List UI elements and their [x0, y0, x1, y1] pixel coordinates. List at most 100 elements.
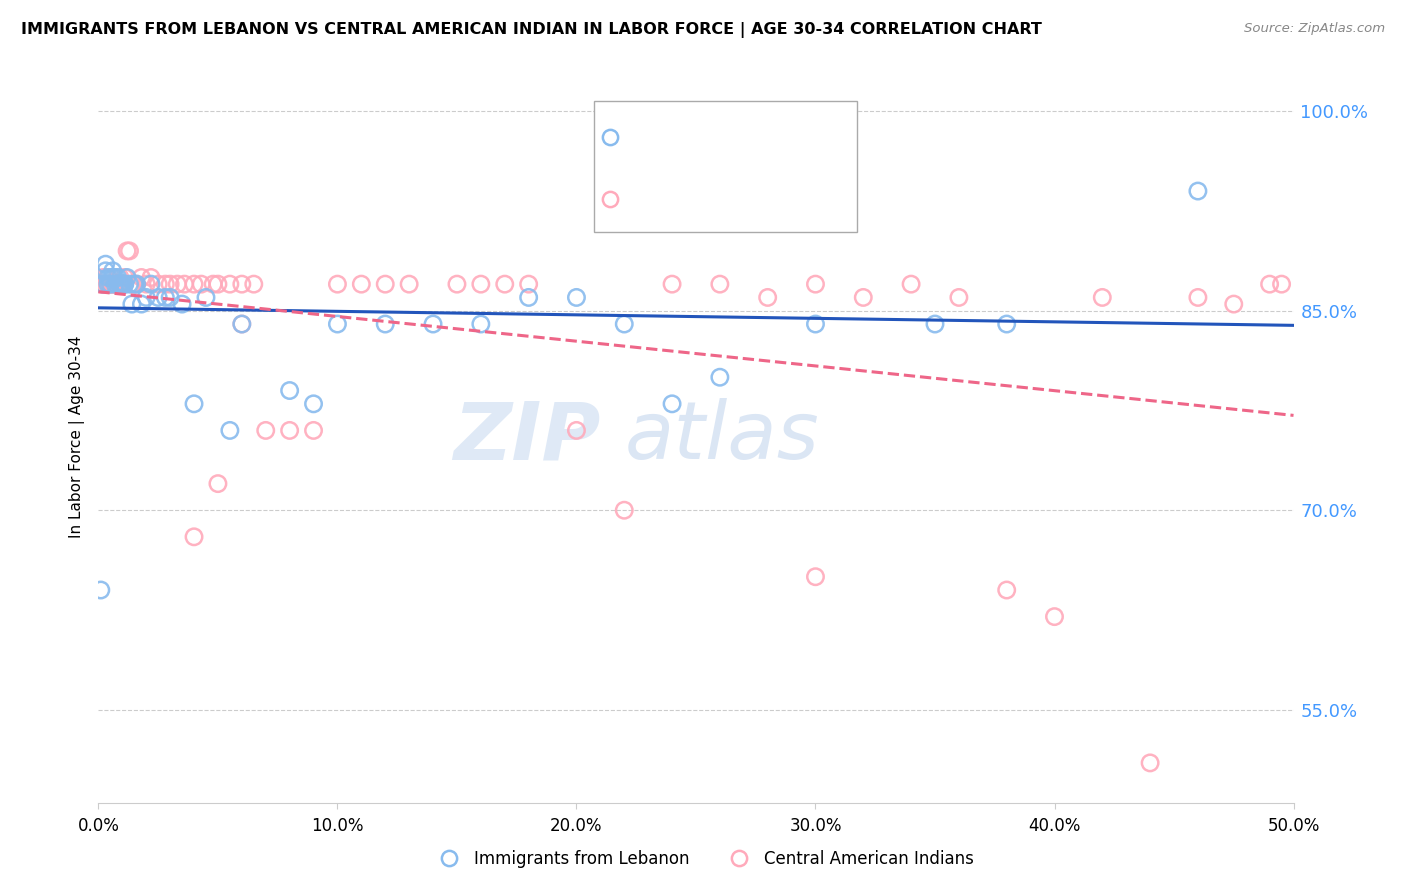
Point: [114, 270, 136, 285]
Point: [97, 277, 120, 292]
Point: [118, 277, 141, 292]
Point: [101, 277, 124, 292]
Point: [804, 317, 827, 331]
Point: [183, 397, 205, 411]
Point: [398, 277, 420, 292]
Point: [90, 277, 112, 292]
Point: [1091, 290, 1114, 304]
Point: [326, 277, 349, 292]
Point: [804, 570, 827, 584]
Point: [155, 277, 177, 292]
Point: [709, 277, 731, 292]
Point: [302, 397, 325, 411]
Point: [97, 277, 120, 292]
Point: [135, 277, 157, 292]
Point: [124, 277, 146, 292]
Point: [94, 264, 117, 278]
Point: [661, 277, 683, 292]
Point: [125, 277, 148, 292]
Text: atlas: atlas: [624, 398, 820, 476]
Point: [852, 290, 875, 304]
Point: [231, 317, 253, 331]
Point: [115, 270, 138, 285]
Text: IMMIGRANTS FROM LEBANON VS CENTRAL AMERICAN INDIAN IN LABOR FORCE | AGE 30-34 CO: IMMIGRANTS FROM LEBANON VS CENTRAL AMERI…: [21, 22, 1042, 38]
Point: [107, 277, 129, 292]
Point: [114, 277, 136, 292]
Point: [1271, 277, 1294, 292]
Point: [948, 290, 970, 304]
Point: [148, 290, 170, 304]
Point: [108, 277, 131, 292]
Point: [1139, 756, 1161, 770]
Point: [1043, 609, 1066, 624]
Point: [374, 277, 396, 292]
Point: [97, 270, 120, 285]
Point: [125, 277, 148, 292]
Point: [121, 277, 143, 292]
Point: [278, 384, 301, 398]
Point: [756, 290, 779, 304]
Point: [231, 317, 253, 331]
Point: [190, 277, 212, 292]
Point: [111, 277, 134, 292]
Point: [1258, 277, 1281, 292]
Point: [219, 424, 242, 438]
Point: [139, 270, 162, 285]
Text: Source: ZipAtlas.com: Source: ZipAtlas.com: [1244, 22, 1385, 36]
Point: [104, 277, 127, 292]
Point: [118, 244, 141, 258]
Point: [121, 297, 143, 311]
Point: [97, 270, 120, 285]
Point: [565, 424, 588, 438]
Point: [207, 476, 229, 491]
Point: [1187, 184, 1209, 198]
Point: [350, 277, 373, 292]
Point: [94, 277, 117, 292]
Point: [104, 277, 127, 292]
Point: [207, 277, 229, 292]
Point: [302, 424, 325, 438]
Y-axis label: In Labor Force | Age 30-34: In Labor Force | Age 30-34: [69, 335, 84, 539]
Point: [104, 277, 127, 292]
Point: [124, 277, 146, 292]
Point: [183, 530, 205, 544]
Point: [91, 277, 114, 292]
Point: [98, 270, 122, 285]
Point: [374, 317, 396, 331]
Point: [159, 277, 181, 292]
Point: [94, 257, 117, 271]
Point: [115, 244, 138, 258]
Point: [108, 270, 131, 285]
Point: [613, 503, 636, 517]
Point: [166, 277, 188, 292]
Point: [135, 290, 157, 304]
Point: [114, 277, 136, 292]
Point: [94, 270, 117, 285]
Point: [613, 317, 636, 331]
Point: [173, 277, 195, 292]
Point: [446, 277, 468, 292]
Point: [107, 270, 129, 285]
Point: [995, 317, 1018, 331]
Point: [804, 277, 827, 292]
Point: [159, 290, 181, 304]
Point: [98, 277, 122, 292]
Point: [101, 264, 124, 278]
Point: [98, 277, 122, 292]
Point: [111, 277, 134, 292]
Point: [148, 277, 170, 292]
Point: [219, 277, 242, 292]
Point: [107, 277, 129, 292]
Point: [108, 277, 131, 292]
Point: [107, 277, 129, 292]
Point: [278, 424, 301, 438]
Point: [231, 277, 253, 292]
Point: [661, 397, 683, 411]
Point: [111, 277, 134, 292]
Point: [172, 297, 194, 311]
Point: [995, 582, 1018, 597]
Point: [131, 270, 153, 285]
Point: [243, 277, 266, 292]
Point: [1223, 297, 1246, 311]
Point: [254, 424, 277, 438]
